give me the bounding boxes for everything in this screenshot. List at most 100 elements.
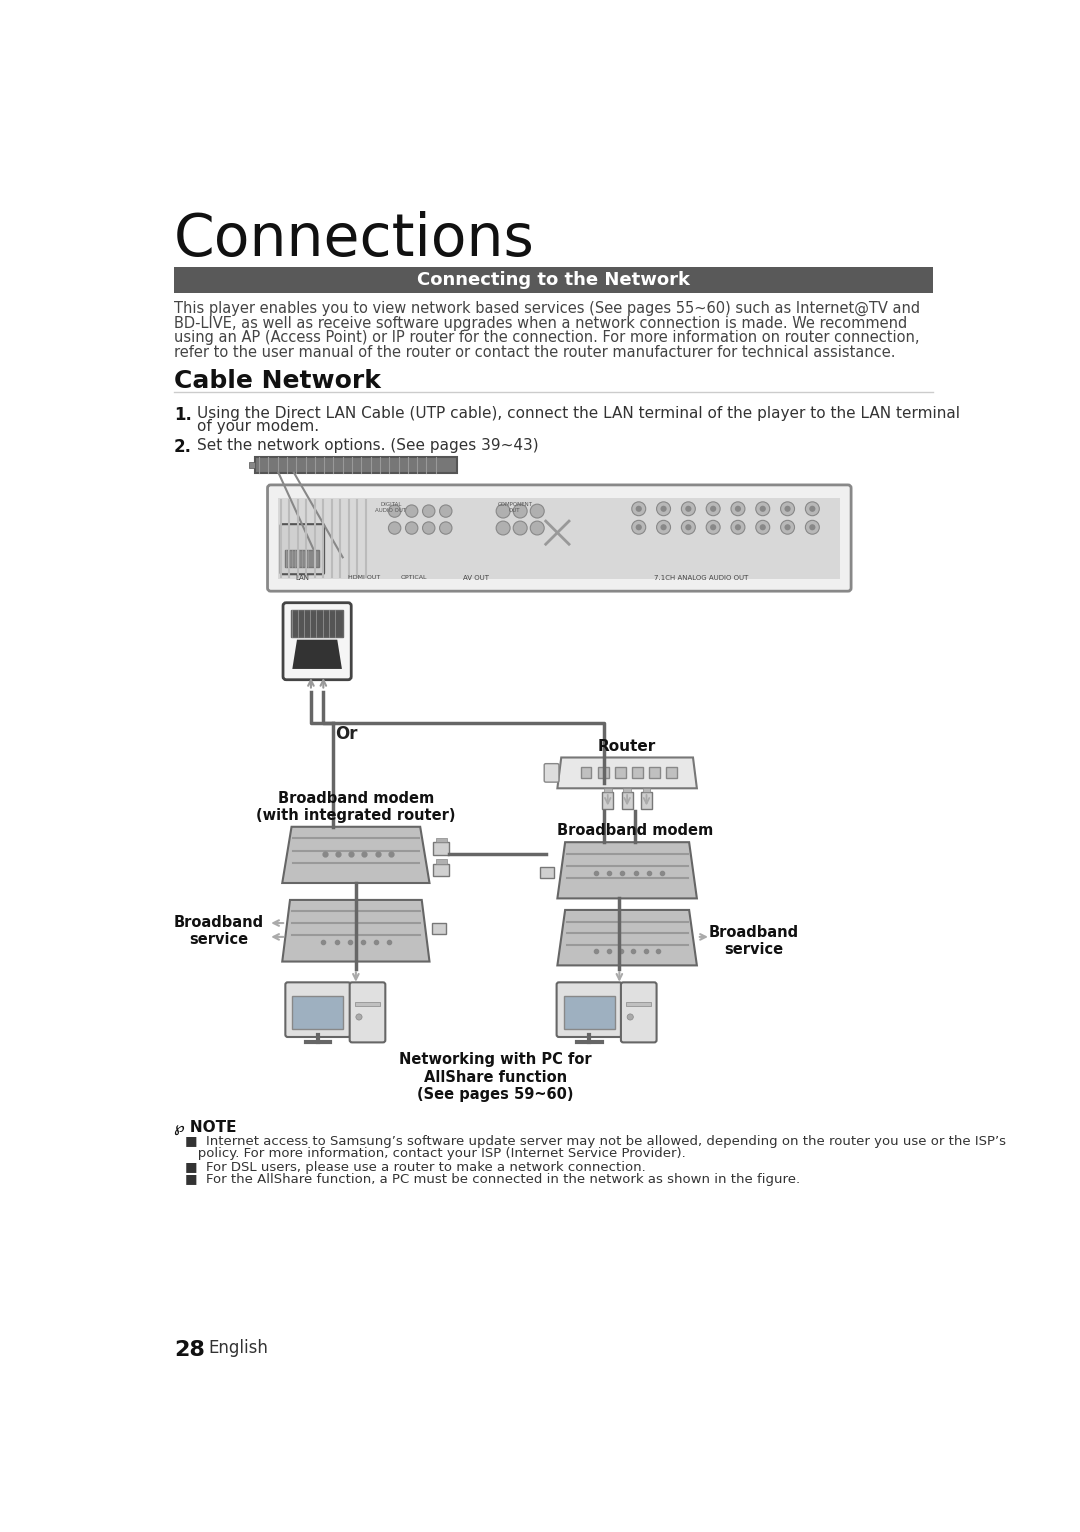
- Bar: [603, 792, 613, 809]
- Text: English: English: [208, 1339, 269, 1357]
- Bar: [435, 859, 446, 864]
- Bar: [597, 766, 608, 778]
- Text: Networking with PC for
AllShare function
(See pages 59~60): Networking with PC for AllShare function…: [400, 1052, 592, 1102]
- Circle shape: [809, 524, 815, 530]
- Bar: [564, 996, 615, 1028]
- Circle shape: [530, 504, 544, 518]
- Circle shape: [632, 521, 646, 535]
- Text: COMPONENT
OUT: COMPONENT OUT: [497, 502, 532, 513]
- Circle shape: [734, 506, 741, 512]
- Polygon shape: [293, 640, 342, 669]
- Bar: [581, 766, 592, 778]
- Circle shape: [422, 506, 435, 518]
- Circle shape: [759, 524, 766, 530]
- Circle shape: [731, 502, 745, 516]
- Text: DIGITAL
AUDIO OUT: DIGITAL AUDIO OUT: [375, 502, 406, 513]
- FancyBboxPatch shape: [283, 602, 351, 680]
- Text: Connections: Connections: [174, 211, 535, 268]
- Text: Using the Direct LAN Cable (UTP cable), connect the LAN terminal of the player t: Using the Direct LAN Cable (UTP cable), …: [197, 406, 960, 421]
- Bar: [279, 498, 840, 579]
- Circle shape: [513, 504, 527, 518]
- Bar: [622, 792, 633, 809]
- Circle shape: [422, 522, 435, 535]
- Circle shape: [734, 524, 741, 530]
- Circle shape: [530, 521, 544, 535]
- Circle shape: [405, 522, 418, 535]
- Bar: [174, 267, 933, 293]
- Text: BD-LIVE, as well as receive software upgrades when a network connection is made.: BD-LIVE, as well as receive software upg…: [174, 316, 907, 331]
- Bar: [435, 838, 446, 843]
- Text: AV OUT: AV OUT: [463, 574, 489, 581]
- Circle shape: [632, 502, 646, 516]
- FancyBboxPatch shape: [544, 763, 559, 783]
- FancyBboxPatch shape: [350, 982, 386, 1042]
- Bar: [642, 792, 652, 809]
- Text: OPTICAL: OPTICAL: [401, 574, 428, 581]
- Text: LAN: LAN: [296, 574, 309, 581]
- Circle shape: [759, 506, 766, 512]
- Circle shape: [661, 524, 666, 530]
- Bar: [433, 843, 449, 855]
- Circle shape: [496, 504, 510, 518]
- Bar: [623, 787, 631, 792]
- Bar: [615, 766, 625, 778]
- Bar: [604, 787, 611, 792]
- Text: ■  Internet access to Samsung’s software update server may not be allowed, depen: ■ Internet access to Samsung’s software …: [186, 1135, 1007, 1147]
- Text: Broadband modem
(with integrated router): Broadband modem (with integrated router): [256, 791, 456, 823]
- Text: Connecting to the Network: Connecting to the Network: [417, 271, 690, 290]
- Text: Router: Router: [598, 738, 657, 754]
- Text: Broadband
service: Broadband service: [174, 915, 264, 947]
- Bar: [649, 766, 660, 778]
- Bar: [643, 787, 650, 792]
- Bar: [432, 924, 446, 935]
- FancyBboxPatch shape: [285, 982, 350, 1037]
- Text: Broadband
service: Broadband service: [708, 924, 798, 958]
- Circle shape: [681, 521, 696, 535]
- Circle shape: [706, 502, 720, 516]
- Bar: [285, 550, 320, 567]
- Circle shape: [636, 524, 642, 530]
- Circle shape: [513, 521, 527, 535]
- Circle shape: [784, 506, 791, 512]
- Polygon shape: [557, 843, 697, 898]
- Circle shape: [657, 521, 671, 535]
- Text: 28: 28: [174, 1340, 204, 1360]
- Text: refer to the user manual of the router or contact the router manufacturer for te: refer to the user manual of the router o…: [174, 345, 895, 360]
- Text: HDMI OUT: HDMI OUT: [348, 574, 380, 581]
- Circle shape: [685, 506, 691, 512]
- FancyBboxPatch shape: [268, 486, 851, 591]
- Text: Broadband modem: Broadband modem: [557, 823, 713, 838]
- Bar: [666, 766, 677, 778]
- Circle shape: [756, 521, 770, 535]
- Text: 2.: 2.: [174, 438, 192, 457]
- Polygon shape: [557, 910, 697, 965]
- Text: policy. For more information, contact your ISP (Internet Service Provider).: policy. For more information, contact yo…: [186, 1147, 686, 1160]
- Text: 1.: 1.: [174, 406, 191, 424]
- Circle shape: [440, 506, 451, 518]
- Bar: [248, 461, 255, 467]
- Text: of your modem.: of your modem.: [197, 420, 319, 435]
- Text: using an AP (Access Point) or IP router for the connection. For more information: using an AP (Access Point) or IP router …: [174, 329, 919, 345]
- Circle shape: [781, 502, 795, 516]
- Text: ■  For the AllShare function, a PC must be connected in the network as shown in : ■ For the AllShare function, a PC must b…: [186, 1174, 800, 1186]
- FancyBboxPatch shape: [281, 524, 324, 574]
- Text: 7.1CH ANALOG AUDIO OUT: 7.1CH ANALOG AUDIO OUT: [653, 574, 748, 581]
- Text: Cable Network: Cable Network: [174, 369, 380, 392]
- Bar: [626, 1002, 651, 1007]
- FancyBboxPatch shape: [621, 982, 657, 1042]
- Circle shape: [681, 502, 696, 516]
- Circle shape: [806, 521, 820, 535]
- Circle shape: [706, 521, 720, 535]
- Text: Or: Or: [335, 725, 357, 743]
- Circle shape: [627, 1014, 633, 1020]
- FancyBboxPatch shape: [556, 982, 622, 1037]
- Circle shape: [731, 521, 745, 535]
- Bar: [255, 457, 457, 472]
- Bar: [433, 864, 449, 876]
- Circle shape: [405, 506, 418, 518]
- Polygon shape: [282, 899, 430, 962]
- Circle shape: [685, 524, 691, 530]
- Circle shape: [389, 522, 401, 535]
- Text: Set the network options. (See pages 39~43): Set the network options. (See pages 39~4…: [197, 438, 539, 453]
- Bar: [632, 766, 643, 778]
